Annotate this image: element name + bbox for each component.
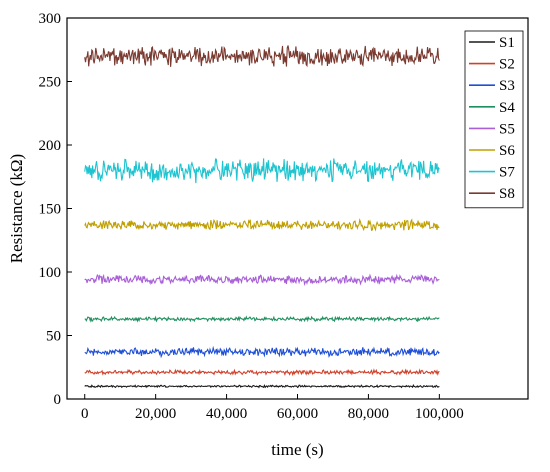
x-tick-label: 20,000 [135,406,176,422]
x-tick-label: 100,000 [415,406,464,422]
plot-frame [66,17,529,400]
x-tick-label: 0 [81,406,89,422]
legend-box [464,30,524,209]
series-layer [84,45,440,389]
y-tick-label: 150 [39,202,62,218]
x-tick-label: 60,000 [277,406,318,422]
legend: S1 S2 S3 S4 S5 S6 S7 S8 [464,30,524,209]
legend-label-s6: S6 [499,143,515,159]
x-tick-label: 80,000 [348,406,389,422]
legend-label-s5: S5 [499,121,515,137]
y-tick-label: 300 [39,11,62,27]
y-tick-label: 250 [39,75,62,91]
legend-label-s7: S7 [499,165,515,181]
x-tick-label: 40,000 [206,406,247,422]
legend-label-s3: S3 [499,78,515,94]
series-line-s4 [84,315,440,323]
series-line-s3 [84,345,440,359]
legend-label-s2: S2 [499,57,515,73]
series-line-s5 [84,273,440,287]
y-tick-label: 100 [39,265,62,281]
series-line-s7 [84,158,440,184]
y-tick-label: 200 [39,138,62,154]
series-line-s1 [84,383,440,389]
series-line-s6 [84,217,440,232]
series-line-s8 [84,45,440,68]
series-line-s2 [84,368,440,377]
legend-label-s1: S1 [499,35,515,51]
legend-label-s4: S4 [499,100,515,116]
legend-label-s8: S8 [499,186,515,202]
y-tick-label: 0 [54,392,62,408]
x-axis-title: time (s) [271,440,323,459]
y-axis-title: Resistance (kΩ) [7,154,26,263]
y-tick-label: 50 [46,329,61,345]
ticks-layer: 0 20,000 40,000 60,000 80,000 100,000 0 50 100 15… [39,11,464,422]
